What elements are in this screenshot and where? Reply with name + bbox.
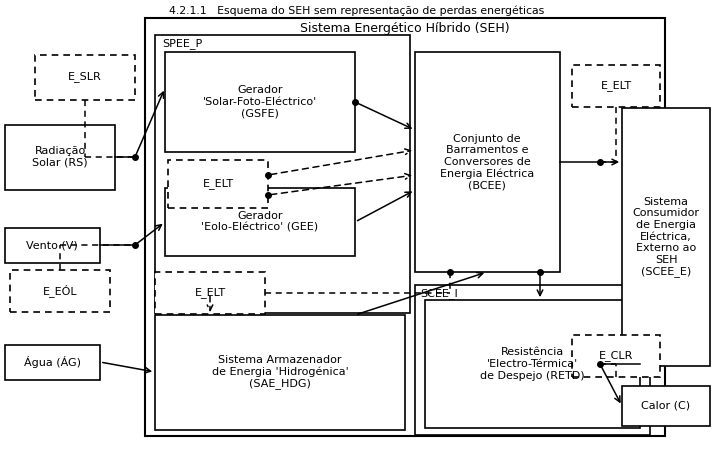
Text: E_ELT: E_ELT [203,179,233,189]
Bar [622,108,710,366]
Text: E_SLR: E_SLR [68,71,102,83]
Text: E_ELT: E_ELT [194,287,226,299]
Bar [5,228,100,263]
Bar [155,272,265,314]
Text: Calor (C): Calor (C) [641,401,690,411]
Bar [572,335,660,377]
Bar [155,35,410,313]
Bar [572,65,660,107]
Bar [415,52,560,272]
Bar [35,55,135,100]
Bar [155,315,405,430]
Text: E_ELT: E_ELT [600,80,632,92]
Bar [165,52,355,152]
Bar [622,386,710,426]
Bar [10,270,110,312]
Bar [5,345,100,380]
Bar [145,18,665,436]
Text: Vento (V): Vento (V) [26,240,78,250]
Bar [425,300,640,428]
Bar [168,160,268,208]
Bar [415,285,650,435]
Bar [5,125,115,190]
Text: E_CLR: E_CLR [599,351,633,361]
Text: SPEE_P: SPEE_P [162,38,202,49]
Text: 4.2.1.1   Esquema do SEH sem representação de perdas energéticas: 4.2.1.1 Esquema do SEH sem representação… [169,5,545,16]
Text: Sistema Energético Híbrido (SEH): Sistema Energético Híbrido (SEH) [300,22,510,35]
Bar [165,188,355,256]
Text: Gerador
'Eolo-Eléctrico' (GEE): Gerador 'Eolo-Eléctrico' (GEE) [201,211,318,233]
Text: Resistência
'Electro-Térmica'
de Despejo (RETD): Resistência 'Electro-Térmica' de Despejo… [480,348,584,381]
Text: E_EÓL: E_EÓL [43,285,77,297]
Text: Gerador
'Solar-Foto-Eléctrico'
(GSFE): Gerador 'Solar-Foto-Eléctrico' (GSFE) [203,85,317,119]
Text: Água (ÁG): Água (ÁG) [24,356,81,368]
Text: Radiação
Solar (RS): Radiação Solar (RS) [32,146,88,168]
Text: Sistema Armazenador
de Energia 'Hidrogénica'
(SAE_HDG): Sistema Armazenador de Energia 'Hidrogén… [211,355,348,389]
Text: Conjunto de
Barramentos e
Conversores de
Energia Eléctrica
(BCEE): Conjunto de Barramentos e Conversores de… [440,133,534,190]
Text: SCEE_I: SCEE_I [420,288,458,299]
Text: Sistema
Consumidor
de Energia
Eléctrica,
Externo ao
SEH
(SCEE_E): Sistema Consumidor de Energia Eléctrica,… [633,197,700,277]
